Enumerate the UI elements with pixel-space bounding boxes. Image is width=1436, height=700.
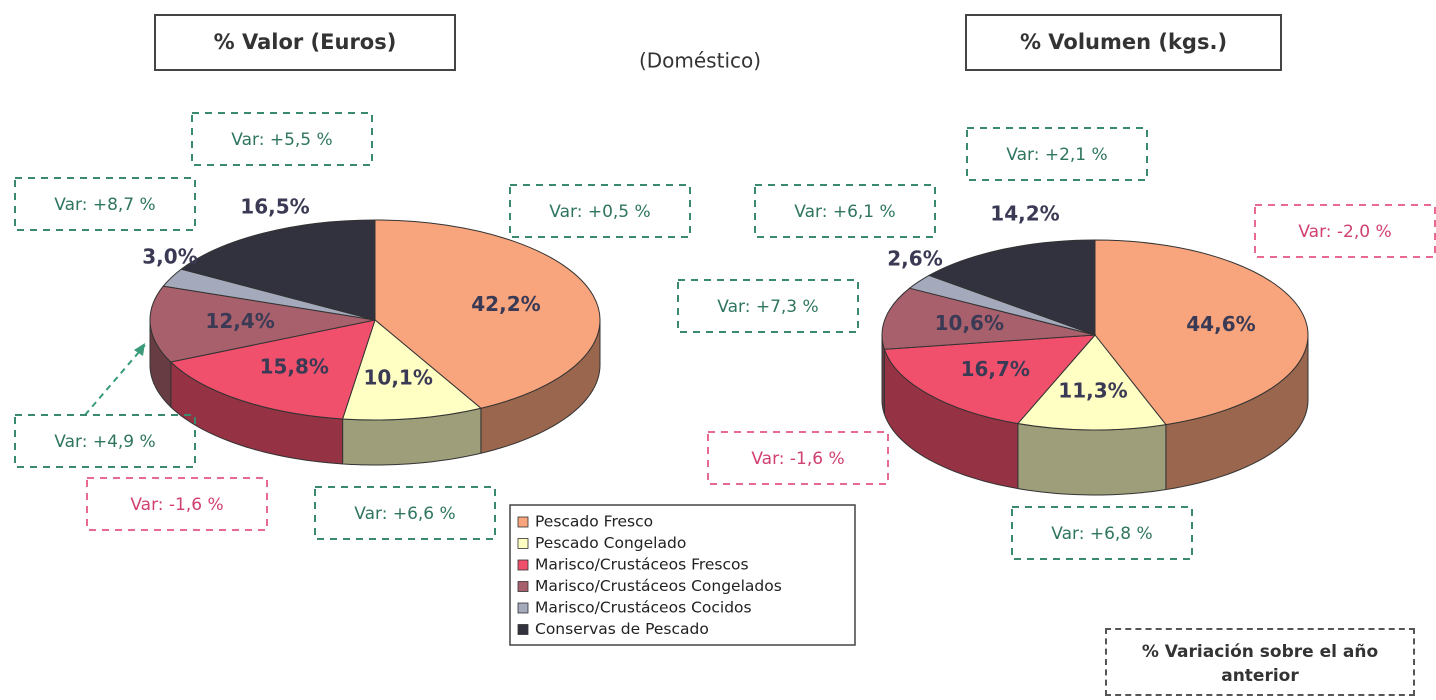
variation-label: Var: +8,7 % [54,195,155,215]
variation-label: Var: +2,1 % [1006,145,1107,165]
legend-label: Marisco/Crustáceos Congelados [535,577,782,595]
note: % Variación sobre el año anterior [1105,628,1415,696]
value-label: 14,2% [990,202,1059,226]
value-label: 11,3% [1058,378,1127,402]
variation-label: Var: -1,6 % [751,449,844,469]
pie-slice [1016,334,1167,431]
value-label: 44,6% [1186,312,1255,336]
value-label: 10,1% [364,366,433,390]
variation-label: Var: +4,9 % [54,432,155,452]
pie-slice [169,319,376,420]
legend-swatch [517,538,529,549]
value-label: 2,6% [887,247,942,271]
pie-slice [883,334,1097,425]
variation-label: Var: -2,0 % [1298,222,1391,242]
variation-label: Var: +5,5 % [231,130,332,150]
value-label: 16,5% [240,195,309,219]
value-label: 12,4% [205,309,274,333]
legend-swatch [517,624,529,635]
pie-slice [180,219,376,321]
variation-label: Var: +0,5 % [549,202,650,222]
variation-label: Var: +6,6 % [354,504,455,524]
variation-label: Var: +6,8 % [1051,524,1152,544]
legend-swatch [517,602,529,614]
value-label: 16,7% [961,357,1030,381]
arrow-head [134,343,145,356]
value-label: 42,2% [471,292,540,316]
pie-slice [881,287,1096,350]
legend-label: Pescado Congelado [535,534,686,552]
title-box [965,14,1282,71]
legend-swatch [517,559,529,571]
pie-side [1017,422,1167,496]
title-box [154,14,456,71]
legend-label: Marisco/Crustáceos Frescos [535,556,749,574]
variation-label: Var: -1,6 % [130,495,223,515]
pie-slice [374,219,601,409]
value-label: 3,0% [142,245,197,269]
chart-title: % Valor (Euros) [214,30,397,54]
legend-swatch [517,516,529,528]
legend-box [509,504,856,646]
pie-slice [341,319,482,421]
legend-swatch [517,581,529,592]
pie-slice [1094,239,1309,426]
legend-label: Marisco/Crustáceos Cocidos [535,599,752,617]
value-label: 15,8% [260,355,329,379]
legend-label: Conservas de Pescado [535,620,709,638]
value-label: 10,6% [935,311,1004,335]
pie-slice [927,239,1096,336]
chart-title: % Volumen (kgs.) [1020,30,1227,54]
arrow [84,344,146,416]
pie-slice [149,285,376,363]
legend-label: Pescado Fresco [535,513,653,531]
variation-label: Var: +7,3 % [717,297,818,317]
subtitle: (Doméstico) [639,49,761,73]
variation-label: Var: +6,1 % [794,202,895,222]
